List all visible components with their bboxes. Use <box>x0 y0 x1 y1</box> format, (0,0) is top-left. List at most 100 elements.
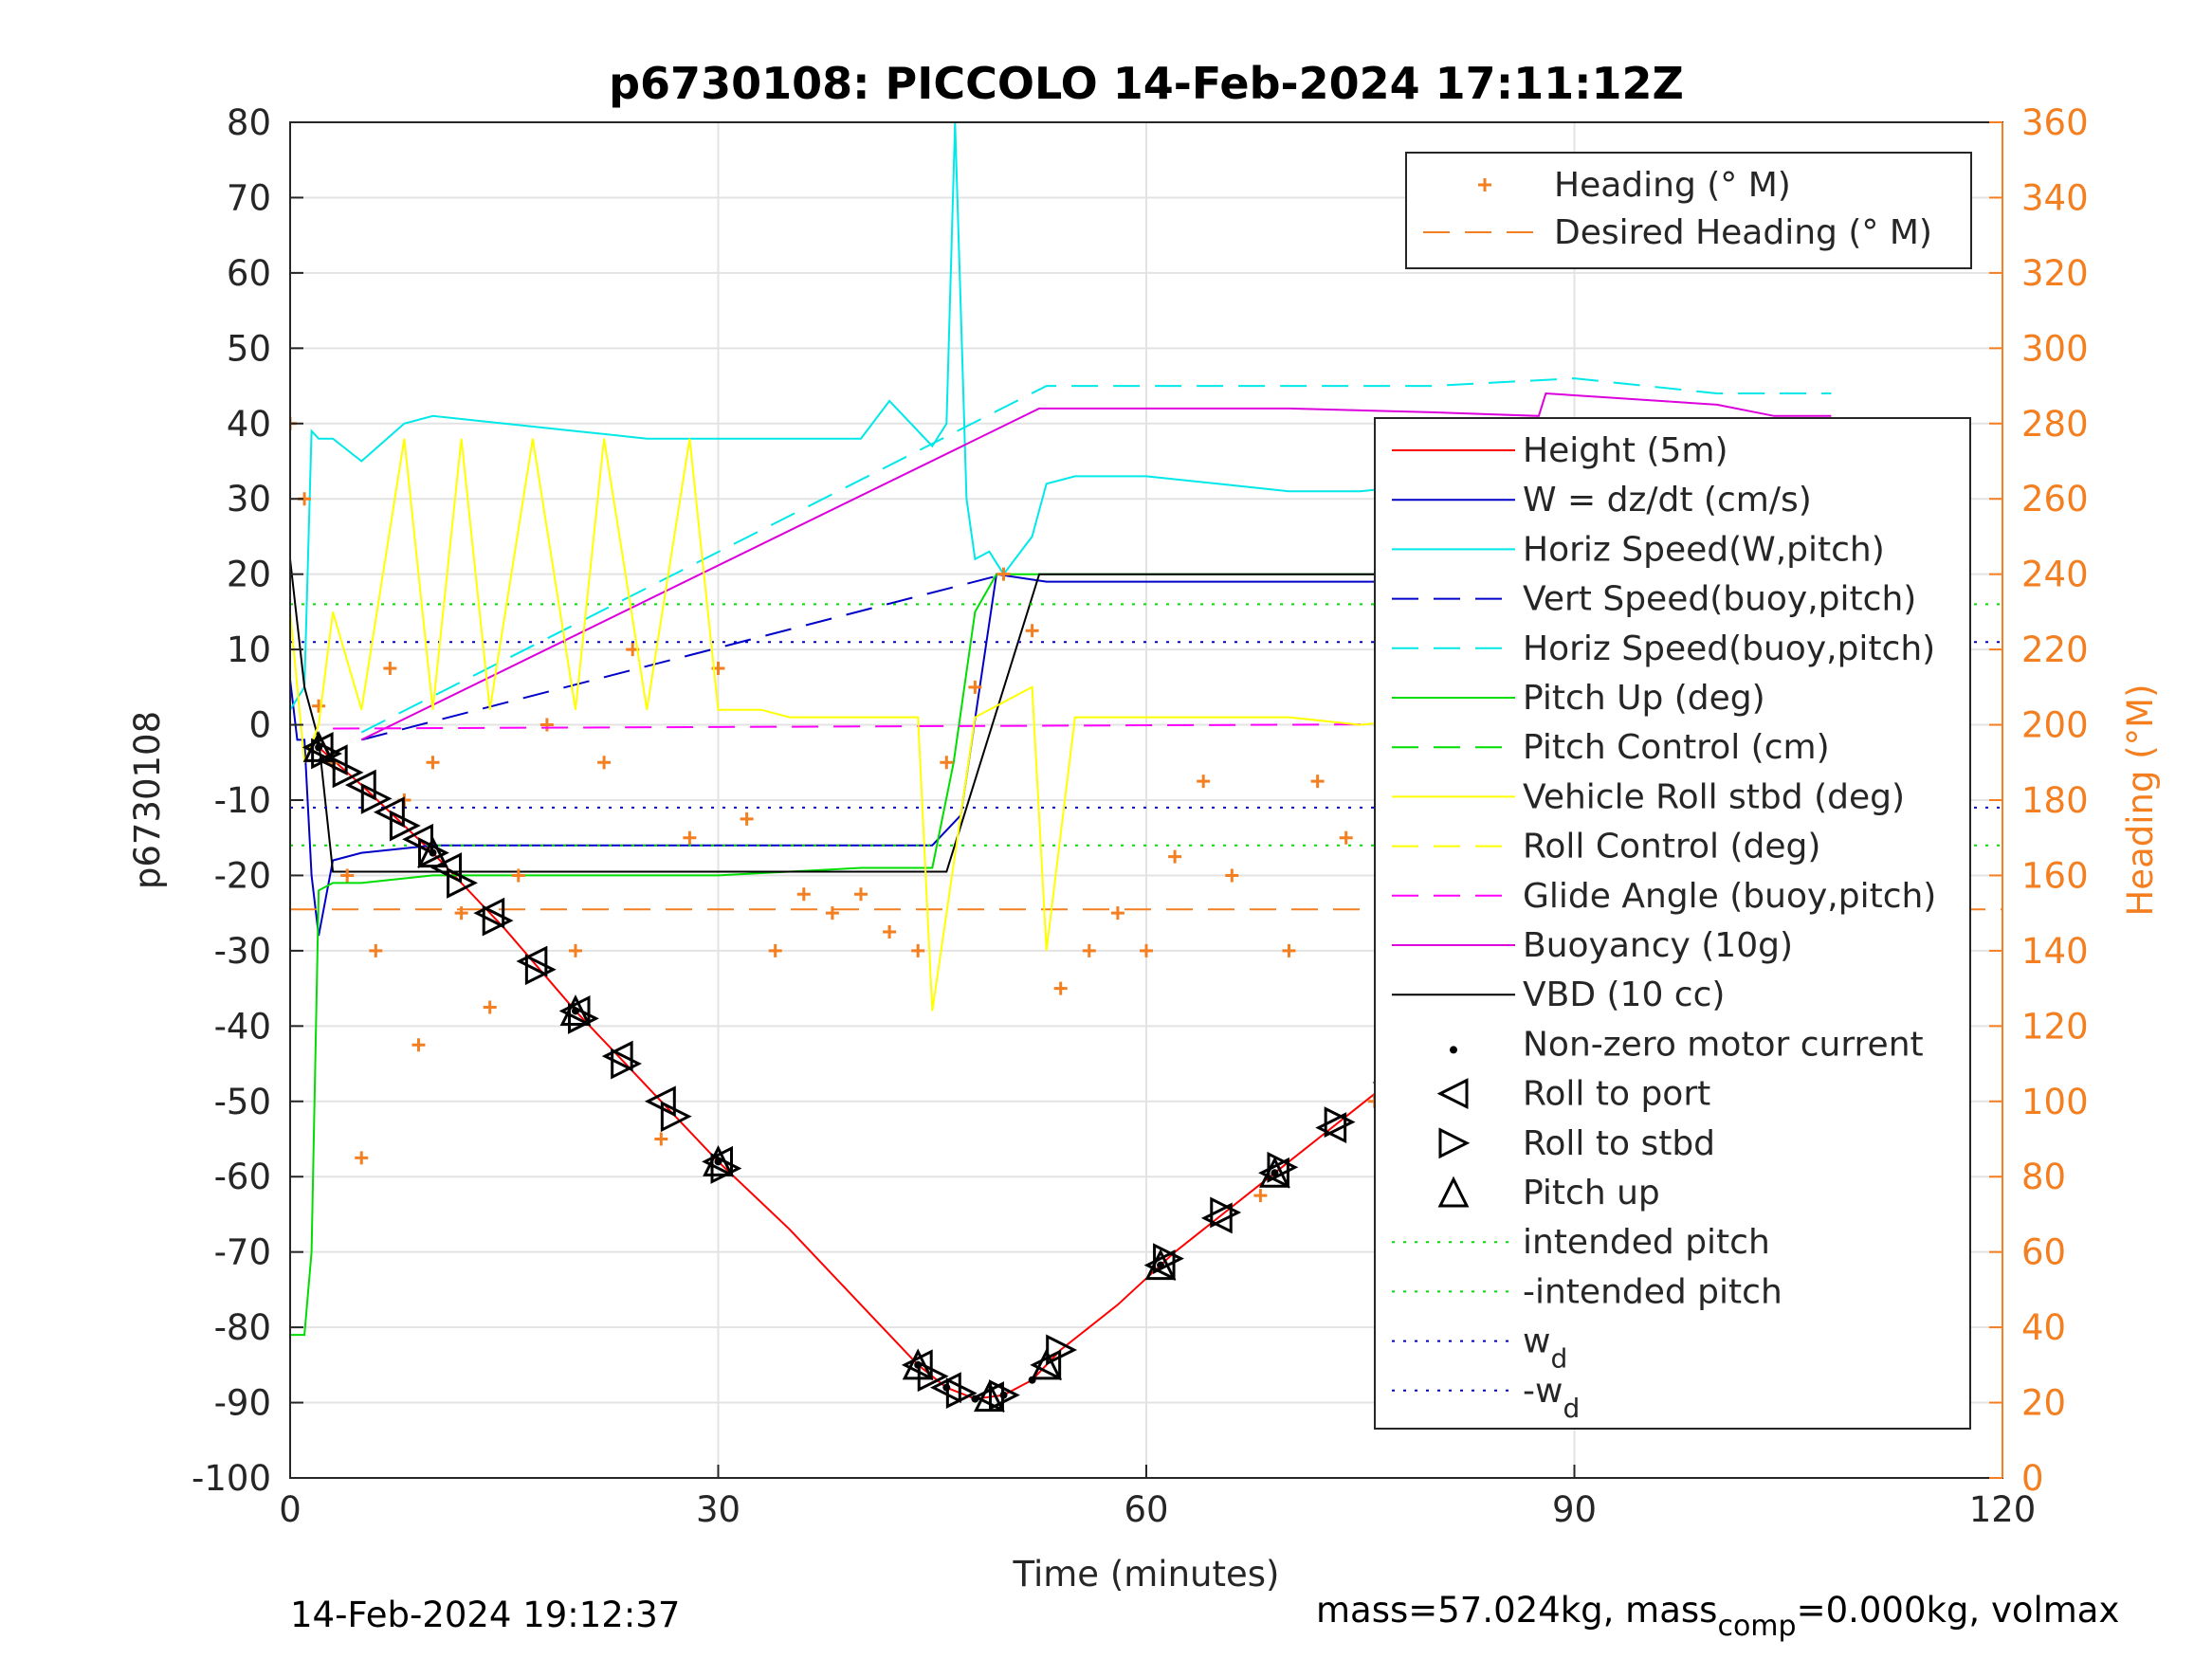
heading-point <box>1197 775 1211 789</box>
y-right-tick-label: 20 <box>2021 1383 2066 1424</box>
y-right-tick-label: 100 <box>2021 1082 2089 1122</box>
pitch-up-marker <box>1031 1348 1063 1380</box>
legend-swatch <box>1436 1078 1469 1110</box>
motor-current-dot <box>1157 1261 1165 1269</box>
y-tick-label: -50 <box>214 1082 271 1122</box>
footer-mass: mass=57.024kg, masscomp=0.000kg, volmax <box>1316 1590 2119 1643</box>
legend-swatch <box>1478 178 1491 191</box>
y-tick-label: -90 <box>214 1383 271 1424</box>
heading-point <box>883 925 897 939</box>
footer-mass-sub: comp <box>1717 1610 1796 1643</box>
y-tick-label: -40 <box>214 1006 271 1047</box>
heading-point <box>683 830 697 845</box>
y-right-tick-label: 120 <box>2021 1006 2089 1047</box>
legend-label: Vert Speed(buoy,pitch) <box>1523 580 1916 619</box>
roll-to-stbd-marker <box>611 1048 643 1080</box>
y-axis-left: 80 70 60 50 40 30 20 10 0 -10 -20 -30 -40 -50 -60 -70 -8… <box>192 102 303 1499</box>
motor-current-dot <box>572 1007 579 1015</box>
y-right-tick-label: 180 <box>2021 780 2089 821</box>
legend-label: Vehicle Roll stbd (deg) <box>1523 777 1905 816</box>
roll-to-stbd-marker <box>1210 1196 1242 1229</box>
legend-label-subscript: d <box>1563 1393 1580 1424</box>
heading-point <box>796 887 811 902</box>
legend-swatch <box>1450 1046 1457 1054</box>
heading-point <box>1253 1189 1268 1203</box>
roll-to-stbd-marker <box>917 1360 949 1393</box>
y-axis-label: p6730108 <box>127 711 168 889</box>
heading-point <box>968 680 982 694</box>
heading-point <box>511 868 525 883</box>
footer-timestamp: 14-Feb-2024 19:12:37 <box>290 1595 680 1635</box>
legend-label: Pitch Up (deg) <box>1523 679 1765 718</box>
heading-point <box>411 1038 426 1052</box>
heading-point <box>597 756 612 770</box>
roll-to-port-marker <box>1315 1112 1347 1144</box>
roll-to-port-marker <box>1258 1157 1289 1189</box>
motor-current-dot <box>714 1158 722 1166</box>
heading-point <box>1082 943 1096 957</box>
pitch-up-marker <box>302 731 335 762</box>
y-right-tick-label: 40 <box>2021 1307 2066 1348</box>
roll-to-stbd-marker <box>945 1377 978 1410</box>
heading-point <box>1053 981 1068 995</box>
legend-label: Roll to stbd <box>1523 1124 1715 1163</box>
footer-mass-a: mass=57.024kg, mass <box>1316 1590 1717 1631</box>
heading-point <box>312 699 326 713</box>
y-right-tick-label: 60 <box>2021 1232 2066 1273</box>
series-buoyancy-10g <box>360 392 1832 741</box>
legend-label: Horiz Speed(buoy,pitch) <box>1523 629 1935 668</box>
y-right-tick-label: 0 <box>2021 1458 2044 1499</box>
y-tick-label: -60 <box>214 1157 271 1197</box>
y-tick-label: 10 <box>227 629 271 670</box>
legend-label: Glide Angle (buoy,pitch) <box>1523 877 1936 916</box>
pitch-up-marker <box>703 1144 734 1176</box>
chart-title: p6730108: PICCOLO 14-Feb-2024 17:11:12Z <box>609 58 1684 109</box>
legend-label: Desired Heading (° M) <box>1554 213 1932 252</box>
heading-point <box>483 1000 497 1014</box>
motor-current-dot <box>429 848 437 857</box>
roll-to-stbd-marker <box>1324 1106 1356 1139</box>
y-right-tick-label: 160 <box>2021 855 2089 896</box>
heading-point <box>369 943 383 957</box>
roll-to-stbd-marker <box>524 954 557 986</box>
x-tick-label: 60 <box>1124 1489 1168 1530</box>
legend-label: VBD (10 cc) <box>1523 975 1725 1014</box>
heading-point <box>940 756 954 770</box>
legend-label: Roll Control (deg) <box>1523 828 1820 866</box>
legend-label: Horiz Speed(W,pitch) <box>1523 530 1885 569</box>
roll-to-port-marker <box>516 945 548 977</box>
legend-label: Heading (° M) <box>1554 166 1791 205</box>
heading-point <box>539 718 554 732</box>
roll-to-port-marker <box>702 1145 733 1177</box>
legend-label: Height (5m) <box>1523 431 1728 470</box>
heading-point <box>355 1151 369 1165</box>
y-tick-label: -100 <box>192 1458 271 1499</box>
legend-label: Pitch Control (cm) <box>1523 728 1830 767</box>
y-right-tick-label: 220 <box>2021 629 2089 670</box>
legend-label-subscript: d <box>1550 1343 1567 1375</box>
roll-to-stbd-marker <box>418 837 449 869</box>
motor-current-dot <box>1271 1169 1279 1177</box>
heading-point <box>825 906 839 921</box>
legend-swatch <box>1438 1127 1471 1159</box>
y-tick-label: -10 <box>214 780 271 821</box>
y-right-tick-label: 300 <box>2021 328 2089 369</box>
footer-mass-b: =0.000kg, volmax <box>1797 1590 2120 1631</box>
y-right-tick-label: 240 <box>2021 555 2089 595</box>
legend-label: Pitch up <box>1523 1174 1660 1212</box>
heading-point <box>340 868 355 883</box>
pitch-up-marker <box>417 836 448 868</box>
y-right-tick-label: 200 <box>2021 705 2089 746</box>
motor-current-dot <box>1028 1376 1036 1384</box>
roll-to-stbd-marker <box>660 1101 692 1133</box>
y-tick-label: -80 <box>214 1307 271 1348</box>
y-right-tick-label: 280 <box>2021 404 2089 445</box>
legend-label: W = dz/dt (cm/s) <box>1523 481 1812 520</box>
x-axis-label: Time (minutes) <box>1013 1554 1280 1595</box>
heading-point <box>569 943 582 957</box>
y-right-tick-label: 140 <box>2021 931 2089 972</box>
motor-current-dot <box>999 1391 1008 1399</box>
roll-to-stbd-marker <box>389 810 421 842</box>
pitch-up-marker <box>974 1380 1005 1413</box>
heading-point <box>426 756 440 770</box>
